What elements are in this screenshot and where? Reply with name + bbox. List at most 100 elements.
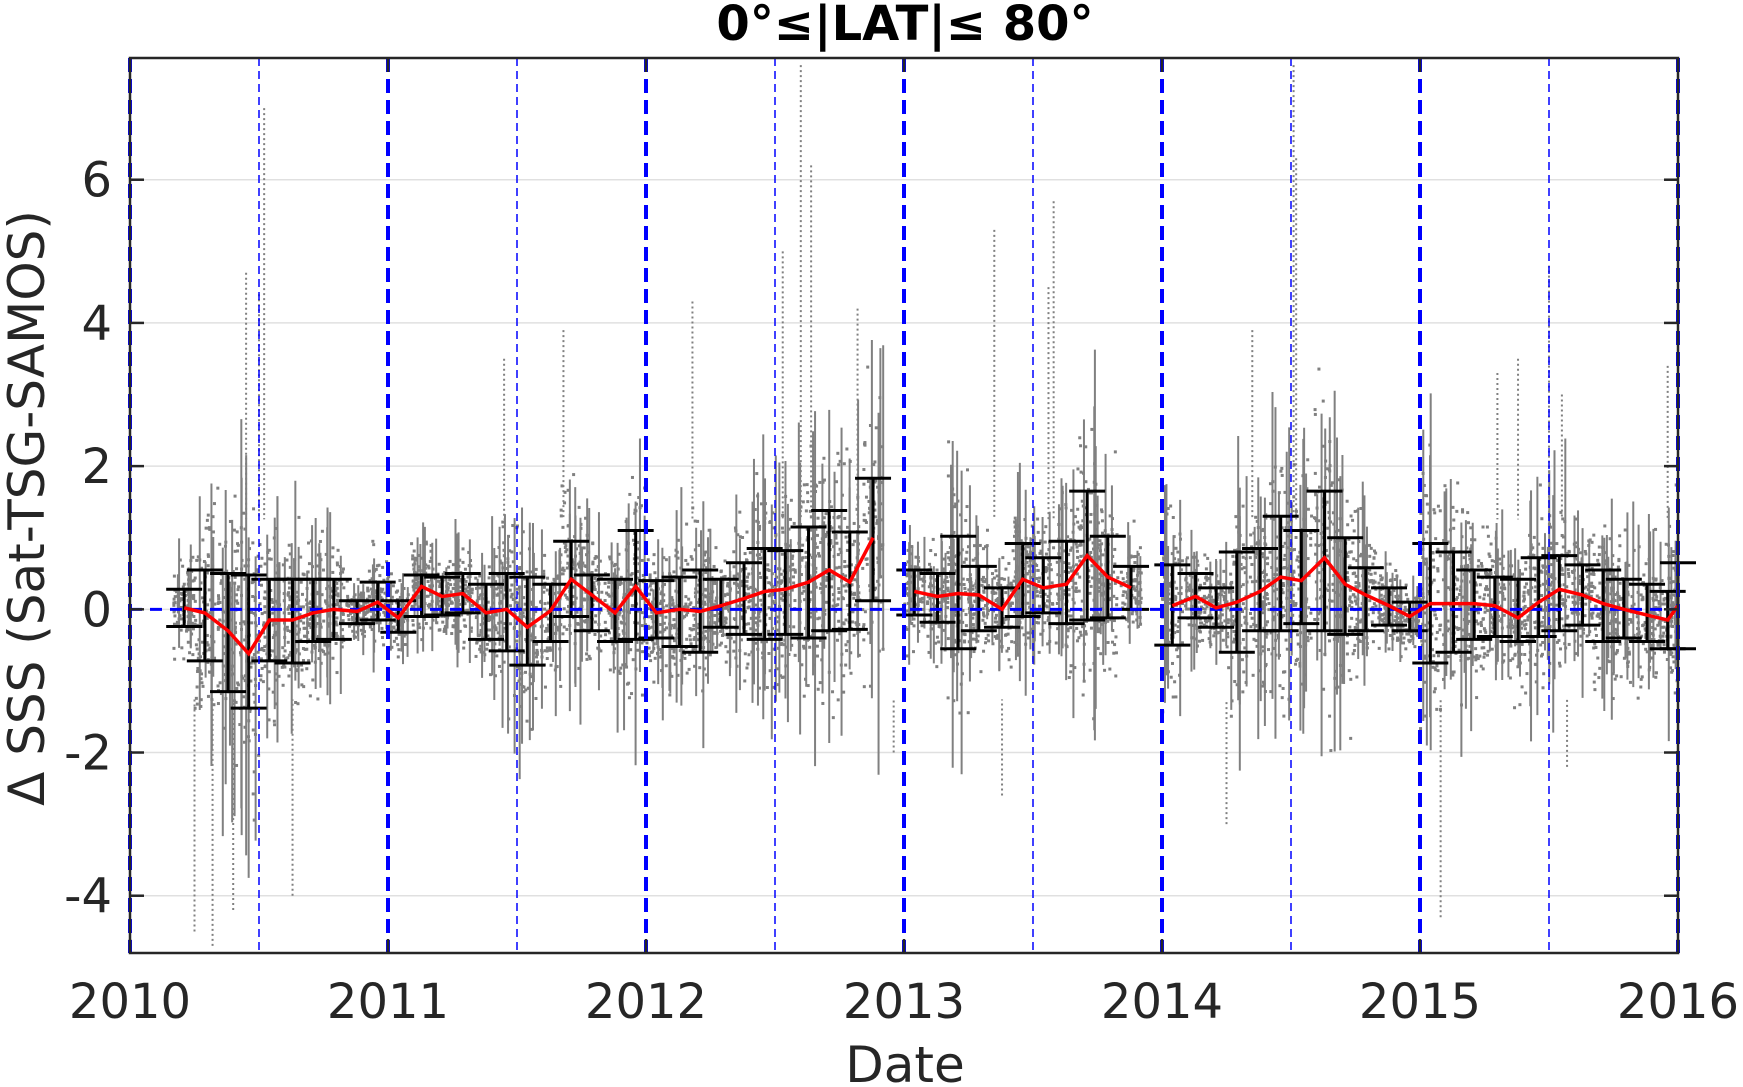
scatter-point: [758, 571, 762, 575]
scatter-point: [946, 637, 950, 641]
scatter-point: [1007, 646, 1011, 650]
scatter-point: [632, 591, 636, 595]
scatter-point: [970, 604, 974, 608]
scatter-point: [663, 628, 667, 632]
scatter-point: [780, 552, 784, 556]
scatter-point: [1027, 636, 1031, 640]
scatter-point: [1331, 582, 1335, 586]
scatter-point: [218, 618, 222, 622]
scatter-point: [678, 649, 682, 653]
scatter-point: [842, 584, 846, 588]
scatter-point: [1073, 666, 1077, 670]
scatter-point: [510, 592, 514, 596]
scatter-point: [564, 544, 568, 548]
scatter-point: [836, 597, 840, 601]
scatter-point: [341, 567, 345, 571]
scatter-point: [705, 566, 709, 570]
scatter-point: [676, 590, 680, 594]
scatter-point: [1069, 670, 1073, 674]
scatter-point: [195, 702, 199, 706]
scatter-point: [1231, 623, 1235, 627]
scatter-point: [1326, 588, 1330, 592]
scatter-point: [508, 549, 512, 553]
scatter-point: [219, 581, 223, 585]
scatter-point: [458, 558, 462, 562]
scatter-point: [205, 571, 209, 575]
scatter-point: [234, 700, 238, 704]
scatter-point: [1112, 570, 1116, 574]
scatter-point: [787, 565, 791, 569]
scatter-point: [972, 650, 976, 654]
scatter-point: [973, 544, 977, 548]
scatter-point: [397, 648, 401, 652]
scatter-point: [981, 579, 985, 583]
scatter-point: [542, 569, 546, 573]
scatter-point: [283, 665, 287, 669]
scatter-point: [785, 645, 789, 649]
scatter-point: [559, 684, 563, 688]
scatter-point: [648, 592, 652, 596]
scatter-point: [775, 620, 779, 624]
scatter-point: [414, 586, 418, 590]
scatter-point: [235, 567, 239, 571]
scatter-point: [559, 508, 563, 512]
scatter-point: [919, 599, 923, 603]
scatter-point: [748, 551, 752, 555]
scatter-point: [1097, 627, 1101, 631]
scatter-point: [577, 562, 581, 566]
scatter-point: [478, 647, 482, 651]
scatter-point: [336, 601, 340, 605]
scatter-point: [392, 639, 396, 643]
scatter-point: [645, 641, 649, 645]
scatter-point: [781, 513, 785, 517]
scatter-point: [1079, 554, 1083, 558]
scatter-point: [759, 575, 763, 579]
scatter-point: [866, 365, 870, 369]
scatter-point: [460, 613, 464, 617]
scatter-point: [474, 616, 478, 620]
scatter-point: [379, 589, 383, 593]
scatter-point: [518, 566, 522, 570]
scatter-point: [1223, 619, 1227, 623]
scatter-point: [863, 442, 867, 446]
scatter-point: [366, 600, 370, 604]
scatter-point: [726, 581, 730, 585]
scatter-point: [201, 538, 205, 542]
scatter-point: [629, 582, 633, 586]
scatter-point: [236, 549, 240, 553]
scatter-point: [335, 598, 339, 602]
scatter-point: [516, 591, 520, 595]
scatter-point: [1207, 577, 1211, 581]
scatter-point: [577, 666, 581, 670]
scatter-point: [692, 570, 696, 574]
scatter-point: [1261, 607, 1265, 611]
scatter-point: [1066, 535, 1070, 539]
scatter-point: [493, 674, 497, 678]
scatter-point: [1186, 585, 1190, 589]
scatter-point: [542, 590, 546, 594]
scatter-point: [693, 664, 697, 668]
scatter-point: [321, 568, 325, 572]
scatter-point: [256, 650, 260, 654]
scatter-point: [768, 520, 772, 524]
scatter-point: [853, 539, 857, 543]
scatter-point: [1096, 646, 1100, 650]
scatter-point: [724, 621, 728, 625]
scatter-point: [953, 613, 957, 617]
scatter-point: [561, 525, 565, 529]
scatter-point: [236, 543, 240, 547]
scatter-point: [603, 599, 607, 603]
scatter-point: [862, 685, 866, 689]
scatter-point: [243, 577, 247, 581]
scatter-point: [788, 580, 792, 584]
scatter-point: [1068, 614, 1072, 618]
scatter-point: [294, 701, 298, 705]
scatter-point: [962, 583, 966, 587]
scatter-point: [849, 563, 853, 567]
scatter-point: [608, 631, 612, 635]
scatter-point: [347, 604, 351, 608]
scatter-point: [1213, 631, 1217, 635]
scatter-point: [1067, 676, 1071, 680]
scatter-point: [592, 586, 596, 590]
scatter-point: [417, 580, 421, 584]
